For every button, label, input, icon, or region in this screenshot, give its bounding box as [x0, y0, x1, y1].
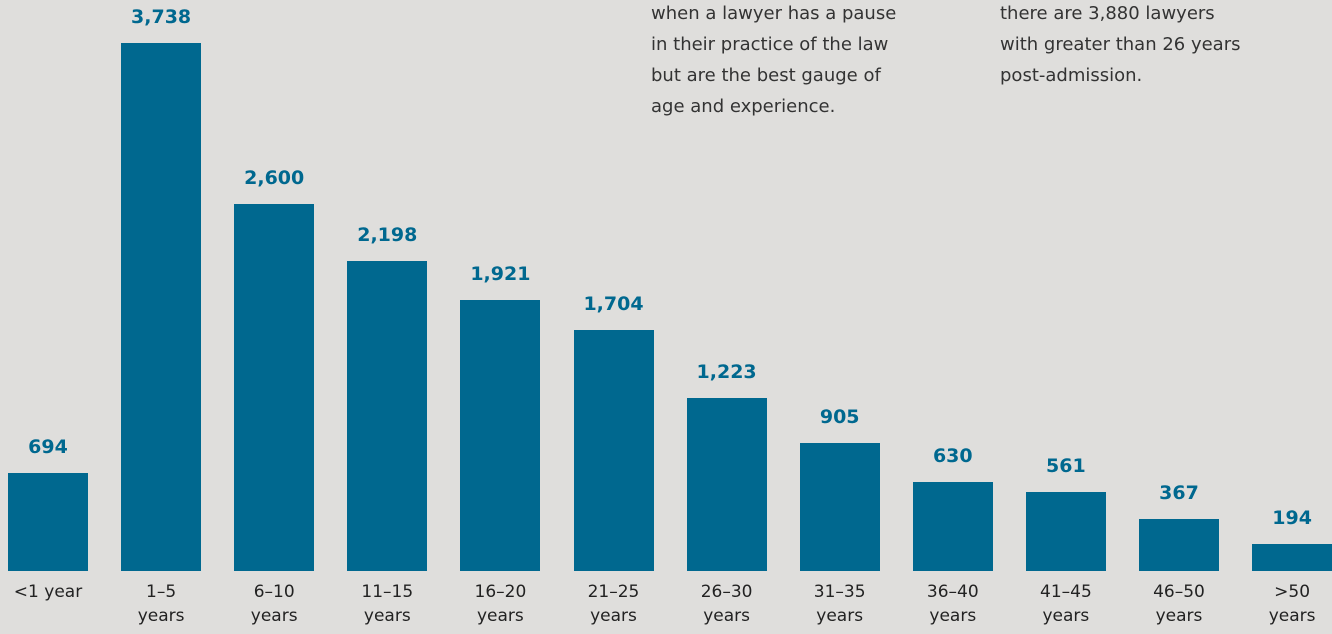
bar: [234, 203, 315, 571]
value-label: 2,600: [244, 166, 305, 189]
annotation-line: but are the best gauge of: [651, 65, 881, 86]
x-tick-label: 1–5 years: [137, 582, 185, 626]
x-tick-label: 41–45 years: [1040, 582, 1092, 626]
annotation-line: age and experience.: [651, 96, 836, 117]
value-label: 694: [28, 435, 68, 458]
value-label: 194: [1272, 506, 1312, 529]
annotation: when a lawyer has a pause in their practi…: [651, 0, 896, 122]
bar: [573, 330, 654, 571]
x-tick-label: 46–50 years: [1153, 582, 1205, 626]
bar: [912, 482, 993, 571]
value-label: 2,198: [357, 223, 418, 246]
bar: [8, 472, 88, 571]
x-tick-label: 16–20 years: [474, 582, 527, 626]
value-label: 905: [819, 406, 860, 429]
x-tick-label: 31–35 years: [813, 582, 866, 626]
bar: [1252, 543, 1332, 571]
x-tick-label: 11–15 years: [361, 582, 414, 626]
x-tick-label: 21–25 years: [587, 582, 640, 626]
bar: [460, 299, 541, 571]
annotation-line: with greater than 26 years: [1000, 34, 1241, 55]
value-label: 630: [932, 445, 973, 467]
x-tick-label: <1 year: [13, 582, 83, 602]
value-label: 3,738: [131, 6, 192, 28]
value-label: 367: [1159, 482, 1199, 505]
x-tick-label: 26–30 years: [700, 582, 753, 626]
annotation-line: there are 3,880 lawyers: [1000, 3, 1215, 24]
annotation-line: in their practice of the law: [651, 34, 889, 55]
x-tick-label: 36–40 years: [926, 582, 979, 626]
x-tick-label: 6–10 years: [250, 582, 298, 626]
annotation-line: post-admission.: [1000, 65, 1143, 86]
bar: [1139, 519, 1219, 571]
value-label: 561: [1046, 454, 1086, 477]
bar: [1025, 491, 1106, 571]
bar: [121, 43, 202, 571]
value-label: 1,704: [583, 293, 644, 316]
bar: [347, 260, 428, 571]
bar: [686, 398, 767, 571]
value-label: 1,223: [696, 361, 757, 384]
x-tick-label: >50 years: [1268, 582, 1316, 626]
bar: [799, 443, 880, 571]
annotation: there are 3,880 lawyers with greater than…: [1000, 0, 1241, 91]
value-label: 1,921: [470, 262, 531, 285]
annotation-line: when a lawyer has a pause: [651, 3, 897, 24]
